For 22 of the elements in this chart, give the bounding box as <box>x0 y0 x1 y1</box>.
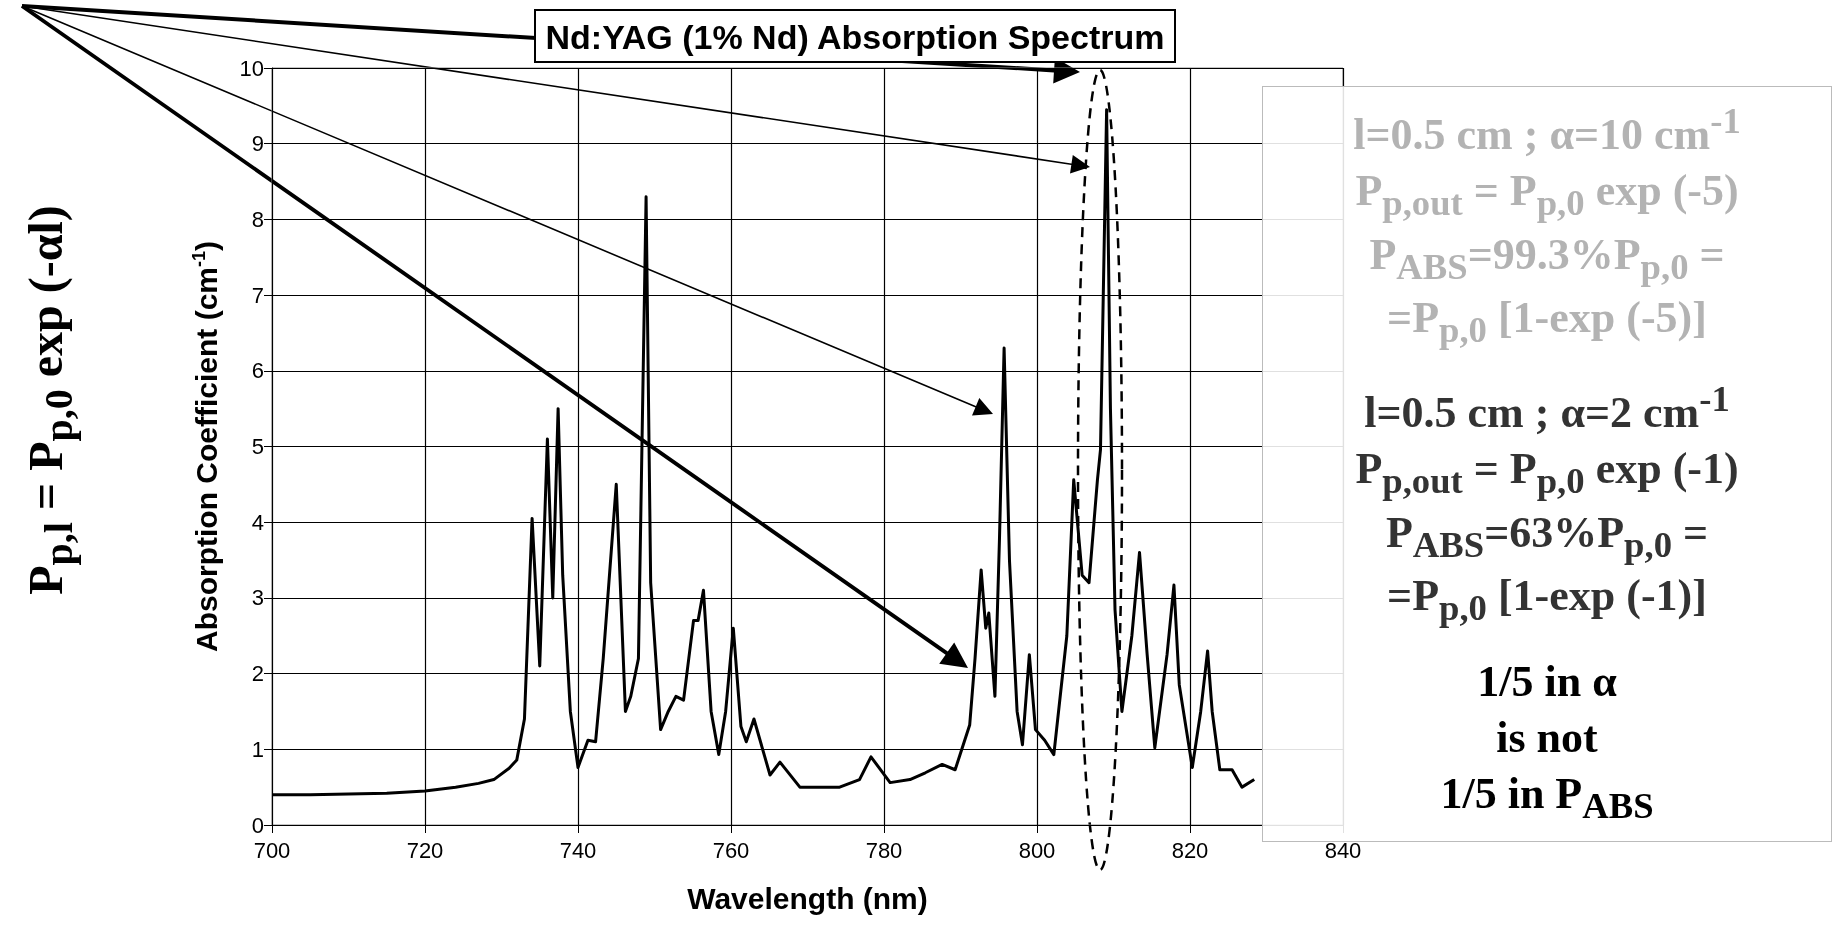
chart-title: Nd:YAG (1% Nd) Absorption Spectrum <box>545 18 1165 56</box>
x-tick-label: 820 <box>1171 837 1209 863</box>
x-tick-label: 700 <box>253 837 291 863</box>
y-tick-label: 10 <box>239 55 264 81</box>
x-tick-label: 800 <box>1018 837 1056 863</box>
y-tick-label: 6 <box>251 358 264 384</box>
y-axis-title: Absorption Coefficient (cm-1) <box>189 241 223 653</box>
y-tick-label: 7 <box>251 282 264 308</box>
text-panel: l=0.5 cm ; α=10 cm$^{-1}$ P$_{p,out}$ = P$_{p,0}$ exp (-5) P$_{ABS}$=99.3%P$_{p,0}$ = =P$_{p,0}$ [1-exp (-5)] l=0.5 cm ; α=2 cm$^{-1}$ P$_{p,out}$ = P$_{p,0}$ exp (-1) P$_{ABS}$=63%P$_{p,0}$ = =P$_{p,0}$ [1-exp (-1)] 1/5 in α is not 1/5 in P$_{ABS}$ <box>1262 86 1832 842</box>
y-tick-label: 5 <box>251 434 264 459</box>
x-tick-label: 720 <box>406 837 444 863</box>
y-tick-label: 1 <box>251 736 264 762</box>
y-tick-label: 4 <box>251 509 264 535</box>
x-tick-label: 740 <box>559 837 597 863</box>
y-tick-label: 2 <box>251 661 264 687</box>
y-tick-label: 3 <box>251 585 264 611</box>
y-tick-label: 9 <box>251 131 264 157</box>
x-tick-label: 780 <box>865 837 903 863</box>
y-tick-label: 0 <box>251 812 264 838</box>
x-axis-title: Wavelength (nm) <box>687 881 928 915</box>
x-tick-label: 760 <box>712 837 750 863</box>
y-tick-label: 8 <box>251 206 264 232</box>
